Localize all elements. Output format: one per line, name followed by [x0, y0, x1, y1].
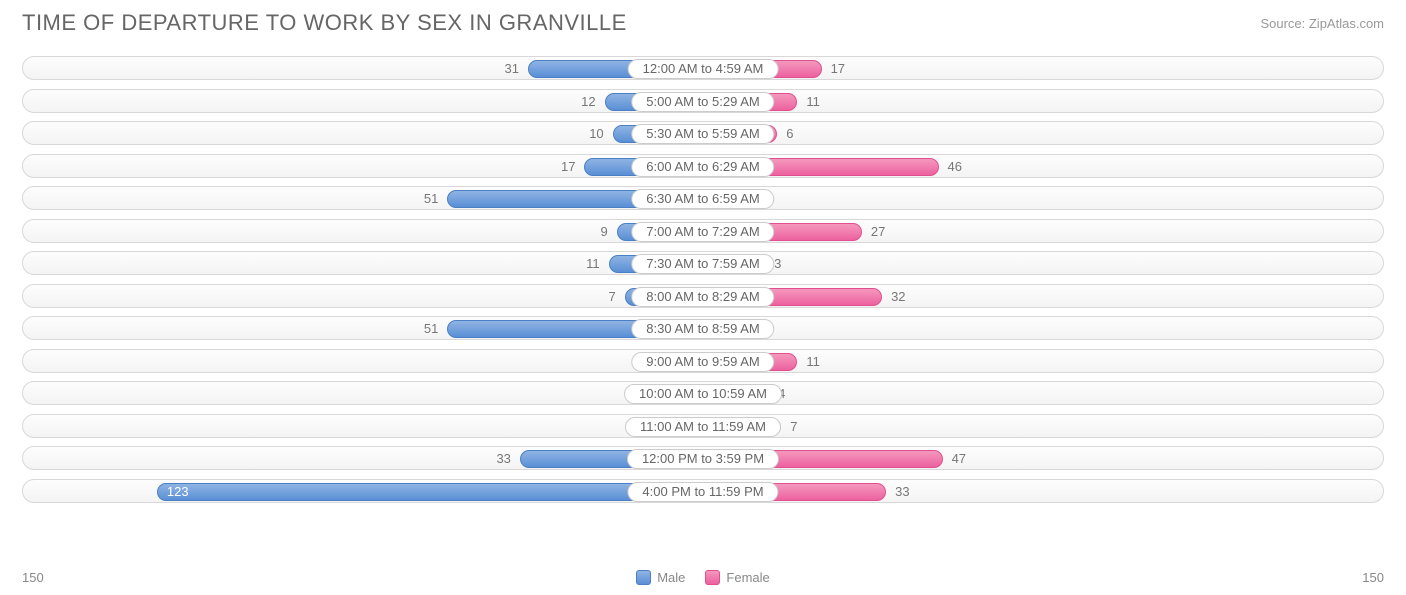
chart-row: 5:30 AM to 5:59 AM 10 6 [22, 121, 1384, 145]
female-value: 6 [786, 122, 793, 146]
axis-max-right: 150 [1362, 570, 1384, 585]
male-value: 9 [600, 220, 607, 244]
male-value: 51 [424, 317, 438, 341]
legend-label-female: Female [726, 570, 769, 585]
chart-row: 5:00 AM to 5:29 AM 12 11 [22, 89, 1384, 113]
legend-label-male: Male [657, 570, 685, 585]
female-value: 7 [790, 415, 797, 439]
male-value: 17 [561, 155, 575, 179]
female-value: 46 [948, 155, 962, 179]
male-value: 7 [609, 285, 616, 309]
time-range-label: 5:30 AM to 5:59 AM [631, 124, 774, 144]
time-range-label: 7:00 AM to 7:29 AM [631, 222, 774, 242]
female-value: 17 [831, 57, 845, 81]
chart-row: 6:00 AM to 6:29 AM 17 46 [22, 154, 1384, 178]
chart-row: 8:30 AM to 8:59 AM510 [22, 316, 1384, 340]
chart-footer: 150 Male Female 150 [22, 570, 1384, 585]
source-attribution: Source: ZipAtlas.com [1260, 10, 1384, 31]
male-value: 11 [586, 252, 600, 276]
female-value: 47 [952, 447, 966, 471]
time-range-label: 6:00 AM to 6:29 AM [631, 157, 774, 177]
chart-row: 6:30 AM to 6:59 AM510 [22, 186, 1384, 210]
female-value: 11 [806, 90, 820, 114]
time-range-label: 6:30 AM to 6:59 AM [631, 189, 774, 209]
chart-row: 4:00 PM to 11:59 PM123 33 [22, 479, 1384, 503]
legend: Male Female [636, 570, 770, 585]
male-value: 33 [496, 447, 510, 471]
female-value: 32 [891, 285, 905, 309]
axis-max-left: 150 [22, 570, 44, 585]
female-value: 11 [806, 350, 820, 374]
chart-area: 12:00 AM to 4:59 AM31175:00 AM to 5:29 A… [0, 42, 1406, 503]
female-value: 33 [895, 480, 909, 504]
female-value: 3 [774, 252, 781, 276]
male-value: 51 [424, 187, 438, 211]
time-range-label: 4:00 PM to 11:59 PM [627, 482, 778, 502]
female-value: 27 [871, 220, 885, 244]
time-range-label: 7:30 AM to 7:59 AM [631, 254, 774, 274]
chart-row: 12:00 AM to 4:59 AM 31 17 [22, 56, 1384, 80]
swatch-female [705, 570, 720, 585]
chart-row: 9:00 AM to 9:59 AM011 [22, 349, 1384, 373]
time-range-label: 11:00 AM to 11:59 AM [625, 417, 781, 437]
male-value: 12 [581, 90, 595, 114]
time-range-label: 10:00 AM to 10:59 AM [624, 384, 782, 404]
male-value: 123 [157, 480, 703, 504]
time-range-label: 12:00 AM to 4:59 AM [628, 59, 779, 79]
time-range-label: 8:00 AM to 8:29 AM [631, 287, 774, 307]
chart-row: 7:00 AM to 7:29 AM 9 27 [22, 219, 1384, 243]
chart-row: 12:00 PM to 3:59 PM 33 47 [22, 446, 1384, 470]
male-value: 31 [505, 57, 519, 81]
time-range-label: 12:00 PM to 3:59 PM [627, 449, 779, 469]
legend-item-female: Female [705, 570, 769, 585]
time-range-label: 5:00 AM to 5:29 AM [631, 92, 774, 112]
chart-row: 7:30 AM to 7:59 AM 11 3 [22, 251, 1384, 275]
legend-item-male: Male [636, 570, 685, 585]
time-range-label: 9:00 AM to 9:59 AM [631, 352, 774, 372]
swatch-male [636, 570, 651, 585]
chart-row: 10:00 AM to 10:59 AM04 [22, 381, 1384, 405]
chart-row: 8:00 AM to 8:29 AM 7 32 [22, 284, 1384, 308]
chart-row: 11:00 AM to 11:59 AM07 [22, 414, 1384, 438]
time-range-label: 8:30 AM to 8:59 AM [631, 319, 774, 339]
male-value: 10 [589, 122, 603, 146]
chart-title: TIME OF DEPARTURE TO WORK BY SEX IN GRAN… [22, 10, 627, 36]
